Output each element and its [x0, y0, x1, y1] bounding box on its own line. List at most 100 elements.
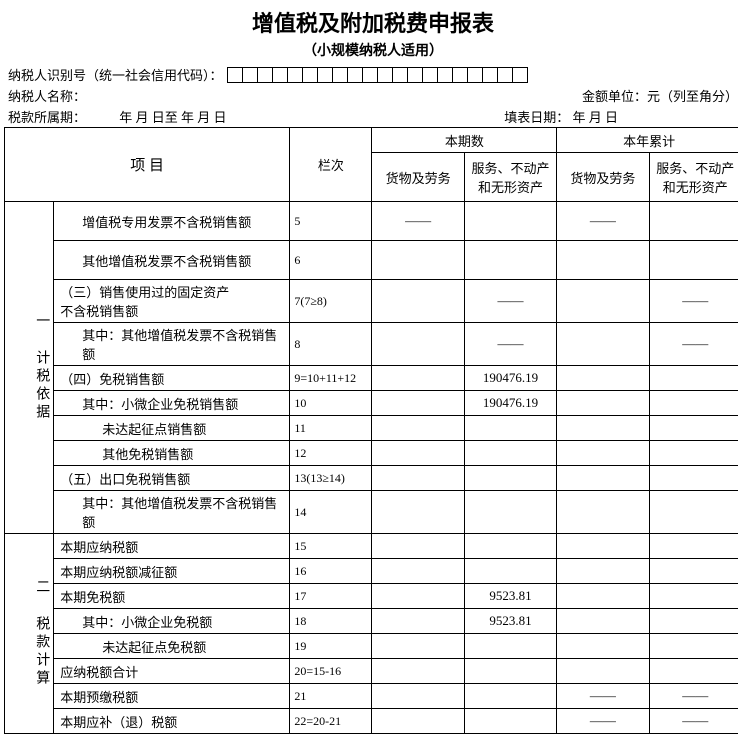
table-row: （五）出口免税销售额13(13≥14) — [5, 466, 738, 491]
value-cell — [649, 491, 738, 534]
value-cell — [372, 466, 464, 491]
value-cell — [557, 441, 649, 466]
item-cell: 未达起征点销售额 — [54, 416, 290, 441]
col-lan: 栏次 — [290, 128, 372, 202]
value-cell — [557, 323, 649, 366]
lan-cell: 5 — [290, 202, 372, 241]
declaration-table: 项 目 栏次 本期数 本年累计 货物及劳务 服务、不动产和无形资产 货物及劳务 … — [4, 127, 738, 734]
table-row: 其中：小微企业免税销售额10190476.19 — [5, 391, 738, 416]
value-cell — [372, 709, 464, 734]
table-row: 本期应补（退）税额22=20-21———— — [5, 709, 738, 734]
item-cell: 其中：其他增值税发票不含税销售额 — [54, 491, 290, 534]
fill-date-label: 填表日期： — [504, 110, 569, 125]
value-cell — [372, 609, 464, 634]
value-cell — [557, 584, 649, 609]
table-row: 本期免税额179523.81 — [5, 584, 738, 609]
col-year-total: 本年累计 — [557, 128, 738, 153]
id-box — [302, 67, 318, 83]
section-label: 二 税款计算 — [29, 534, 54, 734]
value-cell — [464, 441, 556, 466]
item-cell: 本期预缴税额 — [54, 684, 290, 709]
value-cell: 190476.19 — [464, 391, 556, 416]
value-cell: —— — [649, 280, 738, 323]
id-box — [467, 67, 483, 83]
table-row: 一 计税依据增值税专用发票不含税销售额5———— — [5, 202, 738, 241]
lan-cell: 10 — [290, 391, 372, 416]
value-cell: —— — [464, 280, 556, 323]
value-cell — [557, 280, 649, 323]
value-cell — [649, 241, 738, 280]
value-cell — [649, 466, 738, 491]
value-cell — [557, 559, 649, 584]
lan-cell: 22=20-21 — [290, 709, 372, 734]
id-box — [257, 67, 273, 83]
col-this-period: 本期数 — [372, 128, 557, 153]
item-cell: 未达起征点免税额 — [54, 634, 290, 659]
table-row: （三）销售使用过的固定资产不含税销售额7(7≥8) —— —— — [5, 280, 738, 323]
id-box — [512, 67, 528, 83]
value-cell — [464, 466, 556, 491]
value-cell — [464, 684, 556, 709]
value-cell — [372, 659, 464, 684]
section-label: 一 计税依据 — [29, 202, 54, 534]
table-body: 一 计税依据增值税专用发票不含税销售额5————其他增值税发票不含税销售额6（三… — [5, 202, 738, 734]
value-cell: —— — [557, 709, 649, 734]
table-row: 本期应纳税额减征额16 — [5, 559, 738, 584]
fill-date-field: 填表日期： 年 月 日 — [504, 107, 618, 126]
value-cell — [649, 202, 738, 241]
value-cell — [464, 491, 556, 534]
value-cell — [649, 366, 738, 391]
table-row: 二 税款计算本期应纳税额15 — [5, 534, 738, 559]
id-box — [377, 67, 393, 83]
item-cell: （三）销售使用过的固定资产不含税销售额 — [54, 280, 290, 323]
table-row: 未达起征点销售额11 — [5, 416, 738, 441]
item-cell: 增值税专用发票不含税销售额 — [54, 202, 290, 241]
value-cell — [649, 441, 738, 466]
taxpayer-id-boxes — [227, 67, 527, 83]
item-cell: 其中：其他增值税发票不含税销售额 — [54, 323, 290, 366]
value-cell — [464, 659, 556, 684]
id-box — [422, 67, 438, 83]
value-cell — [557, 659, 649, 684]
value-cell — [372, 491, 464, 534]
value-cell — [372, 280, 464, 323]
item-cell: 其他增值税发票不含税销售额 — [54, 241, 290, 280]
table-row: 其中：其他增值税发票不含税销售额14 — [5, 491, 738, 534]
value-cell — [649, 634, 738, 659]
value-cell — [372, 634, 464, 659]
value-cell — [372, 391, 464, 416]
value-cell — [557, 416, 649, 441]
lan-cell: 8 — [290, 323, 372, 366]
col-item: 项 目 — [5, 128, 290, 202]
value-cell — [557, 634, 649, 659]
value-cell — [557, 491, 649, 534]
value-cell — [372, 559, 464, 584]
lan-cell: 6 — [290, 241, 372, 280]
period-text: 年 月 日至 年 月 日 — [119, 110, 226, 125]
value-cell — [649, 609, 738, 634]
value-cell — [464, 559, 556, 584]
id-box — [497, 67, 513, 83]
value-cell — [372, 416, 464, 441]
lan-cell: 21 — [290, 684, 372, 709]
item-cell: 本期免税额 — [54, 584, 290, 609]
value-cell — [649, 391, 738, 416]
lan-cell: 7(7≥8) — [290, 280, 372, 323]
taxpayer-id-label: 纳税人识别号（统一社会信用代码）： — [8, 65, 223, 84]
col-goods-1: 货物及劳务 — [372, 153, 464, 202]
value-cell — [464, 241, 556, 280]
id-box — [437, 67, 453, 83]
lan-cell: 18 — [290, 609, 372, 634]
value-cell: 9523.81 — [464, 584, 556, 609]
id-box — [452, 67, 468, 83]
value-cell: —— — [372, 202, 464, 241]
lan-cell: 15 — [290, 534, 372, 559]
value-cell — [649, 584, 738, 609]
col-services-2: 服务、不动产和无形资产 — [649, 153, 738, 202]
period-label: 税款所属期： — [8, 110, 86, 125]
lan-cell: 12 — [290, 441, 372, 466]
item-cell: 本期应纳税额减征额 — [54, 559, 290, 584]
id-box — [362, 67, 378, 83]
id-box — [317, 67, 333, 83]
col-goods-2: 货物及劳务 — [557, 153, 649, 202]
